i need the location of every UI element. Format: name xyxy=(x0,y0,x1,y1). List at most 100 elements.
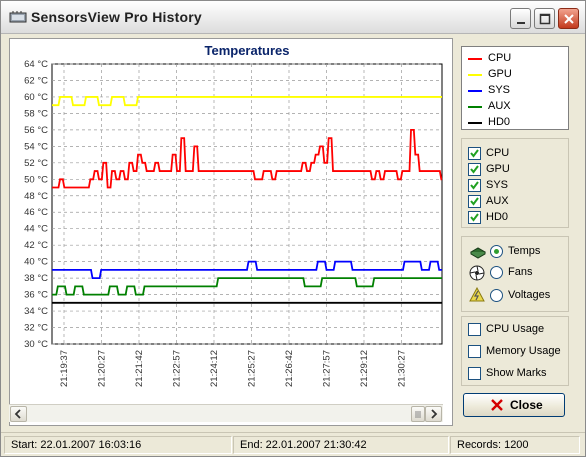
legend-label: CPU xyxy=(488,52,512,64)
x-tick-label: 21:22:57 xyxy=(172,350,183,387)
checkbox-box[interactable] xyxy=(468,195,481,208)
y-tick-label: 50 °C xyxy=(24,174,48,185)
y-tick-label: 34 °C xyxy=(24,306,48,317)
y-tick-label: 60 °C xyxy=(24,92,48,103)
legend-swatch-aux xyxy=(468,106,482,108)
close-button[interactable]: Close xyxy=(463,393,565,417)
minimize-button[interactable] xyxy=(510,8,531,29)
scroll-thumb[interactable] xyxy=(411,406,425,422)
checkmark-icon xyxy=(470,165,479,174)
checkbox-box[interactable] xyxy=(468,163,481,176)
window-title: SensorsView Pro History xyxy=(31,9,202,25)
x-tick-label: 21:21:42 xyxy=(134,350,145,387)
checkbox-show-marks[interactable]: Show Marks xyxy=(468,365,568,382)
y-tick-label: 48 °C xyxy=(24,191,48,202)
plot-area xyxy=(51,63,443,345)
close-button-label: Close xyxy=(510,398,543,412)
series-line-sys xyxy=(52,260,442,280)
x-tick-label: 21:19:37 xyxy=(59,350,70,387)
x-tick-label: 21:27:57 xyxy=(322,350,333,387)
arrow-left-icon xyxy=(14,409,21,419)
checkmark-icon xyxy=(470,149,479,158)
x-tick-label: 21:29:12 xyxy=(359,350,370,387)
radio-fans[interactable]: Fans xyxy=(468,264,568,281)
status-start: Start: 22.01.2007 16:03:16 xyxy=(4,436,232,454)
title-bar[interactable]: SensorsView Pro History xyxy=(1,1,585,34)
checkbox-label: HD0 xyxy=(486,211,509,223)
checkmark-icon xyxy=(470,213,479,222)
legend-label: HD0 xyxy=(488,116,511,128)
radio-temps[interactable]: Temps xyxy=(468,243,568,260)
y-tick-label: 62 °C xyxy=(24,75,48,86)
arrow-right-icon xyxy=(431,409,438,419)
legend-label: GPU xyxy=(488,68,512,80)
voltage-icon xyxy=(469,287,485,302)
checkbox-box[interactable] xyxy=(468,345,481,358)
checkbox-gpu[interactable]: GPU xyxy=(468,161,568,178)
close-window-button[interactable] xyxy=(558,8,579,29)
close-icon xyxy=(564,14,574,24)
x-tick-label: 21:24:12 xyxy=(209,350,220,387)
x-tick-label: 21:25:27 xyxy=(247,350,258,387)
radio-button[interactable] xyxy=(490,266,503,279)
checkbox-label: SYS xyxy=(486,179,509,191)
mode-selection-group: Temps Fans Voltages xyxy=(461,236,569,312)
y-tick-label: 30 °C xyxy=(24,339,48,350)
checkbox-memory-usage[interactable]: Memory Usage xyxy=(468,343,568,360)
status-end: End: 22.01.2007 21:30:42 xyxy=(233,436,449,454)
radio-label: Fans xyxy=(508,266,533,278)
radio-label: Voltages xyxy=(508,289,551,301)
radio-voltages[interactable]: Voltages xyxy=(468,287,568,304)
legend-swatch-sys xyxy=(468,90,482,92)
legend-label: AUX xyxy=(488,100,511,112)
legend-item-aux: AUX xyxy=(468,99,566,115)
checkbox-hd0[interactable]: HD0 xyxy=(468,209,568,226)
y-tick-label: 44 °C xyxy=(24,224,48,235)
minimize-icon xyxy=(517,22,525,24)
checkbox-label: AUX xyxy=(486,195,509,207)
status-records: Records: 1200 xyxy=(450,436,580,454)
chart-horizontal-scrollbar[interactable] xyxy=(9,404,443,422)
checkbox-label: CPU Usage xyxy=(486,323,545,335)
checkbox-cpu-usage[interactable]: CPU Usage xyxy=(468,321,568,338)
options-group: CPU Usage Memory Usage Show Marks xyxy=(461,316,569,386)
radio-selected-dot xyxy=(494,249,499,254)
checkmark-icon xyxy=(470,197,479,206)
grip-icon xyxy=(415,411,421,418)
scroll-left-button[interactable] xyxy=(10,406,27,422)
checkbox-label: Show Marks xyxy=(486,367,547,379)
checkbox-box[interactable] xyxy=(468,179,481,192)
legend-label: SYS xyxy=(488,84,511,96)
radio-button[interactable] xyxy=(490,245,503,258)
checkbox-box[interactable] xyxy=(468,147,481,160)
right-control-panel: CPU GPU SYS AUX HD0 CPU xyxy=(459,38,577,426)
y-tick-label: 36 °C xyxy=(24,290,48,301)
legend-item-cpu: CPU xyxy=(468,51,566,67)
fan-icon xyxy=(469,265,485,281)
legend-item-sys: SYS xyxy=(468,83,566,99)
status-bar: Start: 22.01.2007 16:03:16 End: 22.01.20… xyxy=(1,432,585,456)
checkbox-cpu[interactable]: CPU xyxy=(468,145,568,162)
checkbox-box[interactable] xyxy=(468,211,481,224)
radio-button[interactable] xyxy=(490,289,503,302)
temperature-chart: Temperatures 64 °C 62 °C 60 °C 58 °C 56 °C 54 … xyxy=(24,43,443,387)
checkbox-box[interactable] xyxy=(468,323,481,336)
chip-icon xyxy=(470,247,486,259)
checkmark-icon xyxy=(470,181,479,190)
legend-item-gpu: GPU xyxy=(468,67,566,83)
checkbox-sys[interactable]: SYS xyxy=(468,177,568,194)
checkbox-label: Memory Usage xyxy=(486,345,561,357)
scroll-right-button[interactable] xyxy=(425,406,442,422)
maximize-button[interactable] xyxy=(534,8,555,29)
legend-swatch-gpu xyxy=(468,74,482,76)
y-tick-label: 52 °C xyxy=(24,158,48,169)
y-tick-label: 46 °C xyxy=(24,207,48,218)
checkbox-box[interactable] xyxy=(468,367,481,380)
x-tick-label: 21:20:27 xyxy=(97,350,108,387)
legend-item-hd0: HD0 xyxy=(468,115,566,131)
checkbox-aux[interactable]: AUX xyxy=(468,193,568,210)
sensor-app-icon xyxy=(9,11,27,23)
y-tick-label: 58 °C xyxy=(24,108,48,119)
y-tick-label: 40 °C xyxy=(24,257,48,268)
